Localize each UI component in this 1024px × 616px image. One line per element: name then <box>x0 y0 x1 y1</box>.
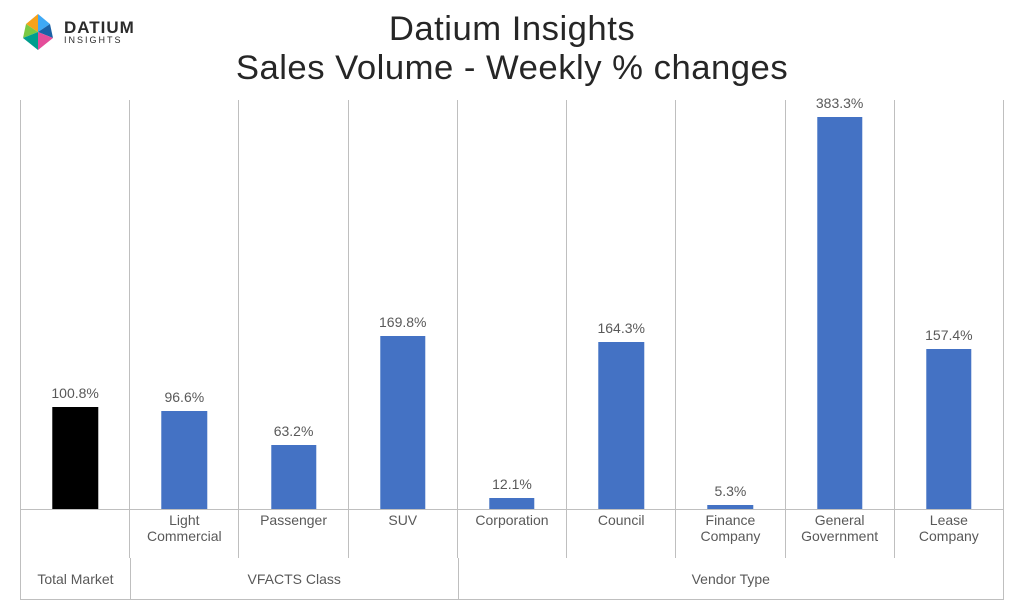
bar-value-label: 164.3% <box>597 320 644 336</box>
bar <box>271 445 316 510</box>
bar-cell: 383.3% <box>785 100 894 510</box>
bar <box>380 336 425 510</box>
chart-title: Datium Insights Sales Volume - Weekly % … <box>0 10 1024 88</box>
x-axis-tick-label: Finance Company <box>675 510 784 558</box>
bar-value-label: 383.3% <box>816 95 863 111</box>
bar-value-label: 5.3% <box>714 483 746 499</box>
bar-value-label: 157.4% <box>925 327 972 343</box>
group-label: Vendor Type <box>458 558 1004 600</box>
bar <box>817 117 862 510</box>
group-label: Total Market <box>20 558 130 600</box>
chart-title-line2: Sales Volume - Weekly % changes <box>0 49 1024 88</box>
x-axis-tick-label <box>20 510 129 558</box>
x-axis-tick-label: Light Commercial <box>129 510 238 558</box>
bar-cell: 96.6% <box>129 100 238 510</box>
bar <box>926 349 971 510</box>
x-axis-tick-label: Lease Company <box>894 510 1004 558</box>
bar-value-label: 96.6% <box>164 389 204 405</box>
x-axis-tick-label: General Government <box>785 510 894 558</box>
x-axis-tick-label: Council <box>566 510 675 558</box>
chart-title-line1: Datium Insights <box>0 10 1024 49</box>
bar-chart: 100.8% 96.6% 63.2% 169.8% 12.1% 164.3% 5.3% 383… <box>20 100 1004 600</box>
bar-cell: 157.4% <box>894 100 1004 510</box>
bar-cell: 5.3% <box>675 100 784 510</box>
bar <box>162 411 207 510</box>
x-axis-tick-label: Passenger <box>238 510 347 558</box>
group-label: VFACTS Class <box>130 558 458 600</box>
bar-value-label: 169.8% <box>379 314 426 330</box>
bar-cell: 169.8% <box>348 100 457 510</box>
bar-cell: 12.1% <box>457 100 566 510</box>
bar-cell: 100.8% <box>20 100 129 510</box>
bar <box>52 407 97 510</box>
bar-cell: 164.3% <box>566 100 675 510</box>
x-axis-tick-label: Corporation <box>457 510 566 558</box>
x-axis-tick-label: SUV <box>348 510 457 558</box>
bar-value-label: 63.2% <box>274 423 314 439</box>
bar <box>598 342 643 510</box>
bar-value-label: 100.8% <box>51 385 98 401</box>
bar-cell: 63.2% <box>238 100 347 510</box>
bar-value-label: 12.1% <box>492 476 532 492</box>
